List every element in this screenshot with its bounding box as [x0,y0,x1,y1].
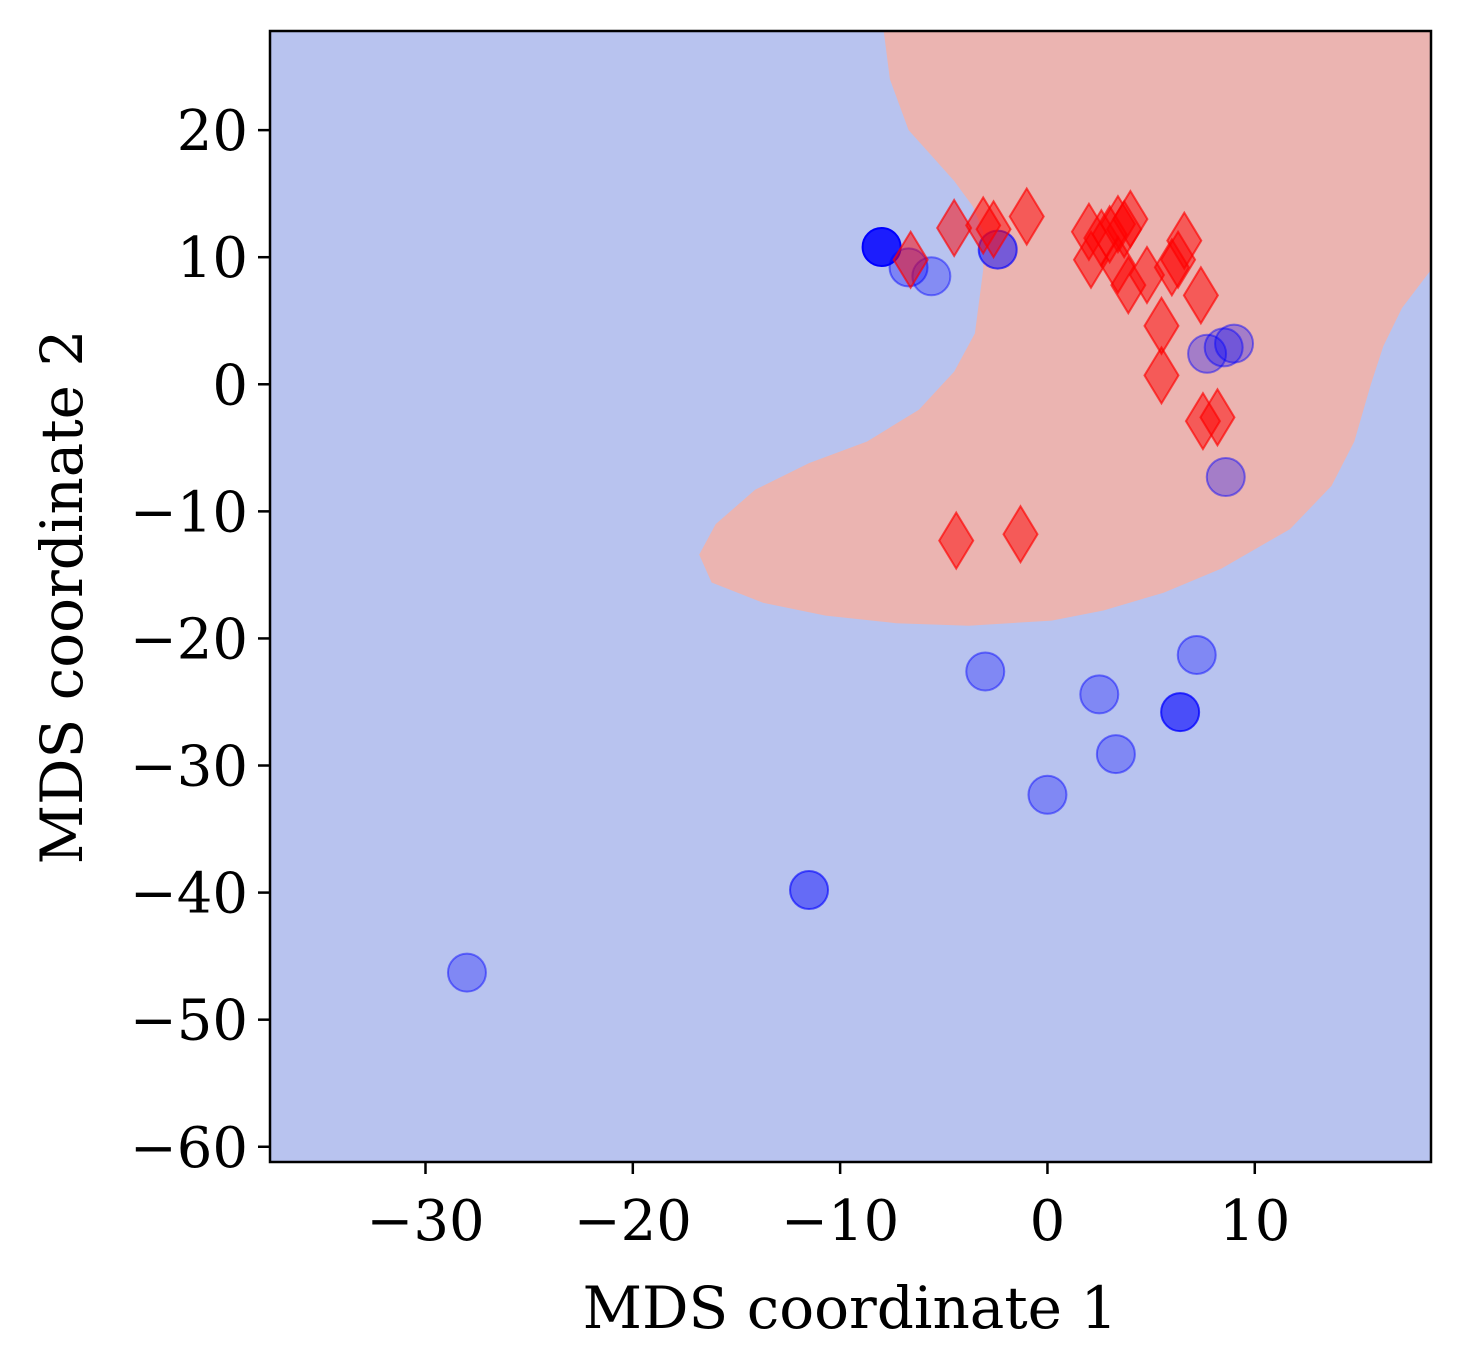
circle-point [1027,774,1068,815]
circle-point [1095,734,1136,775]
y-tick-label: 0 [212,353,248,418]
y-tick-label: −20 [130,607,248,672]
diamond-point [1143,345,1180,406]
plot-frame [268,29,1433,1164]
x-tick-label: −20 [574,1189,692,1254]
y-axis-label: MDS coordinate 2 [28,330,96,865]
x-tick-label: 10 [1219,1189,1290,1254]
x-tick-label: −10 [781,1189,899,1254]
diamond-point [1008,186,1045,247]
diamond-point [975,199,1012,260]
scatter-points [446,186,1255,993]
diamond-point [1182,265,1220,326]
plot-area [270,31,1431,1162]
diamond-point [1166,210,1203,271]
x-tick-label: 0 [1030,1189,1066,1254]
circle-point [1203,327,1244,368]
diamond-point [892,229,929,290]
x-axis-label: MDS coordinate 1 [583,1274,1118,1342]
y-axis-ticks: 20 10 0 −10 −20 −30 −40 −50 −60 [130,99,270,1181]
circle-point [446,952,487,993]
diamond-point [938,510,975,571]
circle-point [1176,634,1217,675]
circle-point [965,651,1006,692]
y-tick-label: −50 [130,989,248,1054]
decision-region-red [699,31,1431,626]
diamond-point [1112,189,1149,250]
x-axis-ticks: −30 −20 −10 0 10 [366,1162,1290,1254]
y-tick-label: 20 [177,99,248,164]
y-tick-label: −30 [130,735,248,800]
diamond-point [1002,504,1039,565]
circle-point [1205,457,1246,498]
circle-point [1187,333,1228,374]
y-tick-label: −10 [130,480,248,545]
circle-point [789,870,830,911]
y-tick-label: −60 [130,1116,248,1181]
y-tick-label: 10 [177,226,248,291]
y-tick-label: −40 [130,862,248,927]
circle-point [1214,323,1255,364]
x-tick-label: −30 [366,1189,484,1254]
diamond-point [935,198,973,258]
diamond-point [1072,229,1110,290]
diamond-point [1199,387,1236,448]
circle-point [1079,674,1120,715]
circle-point [1160,692,1201,733]
